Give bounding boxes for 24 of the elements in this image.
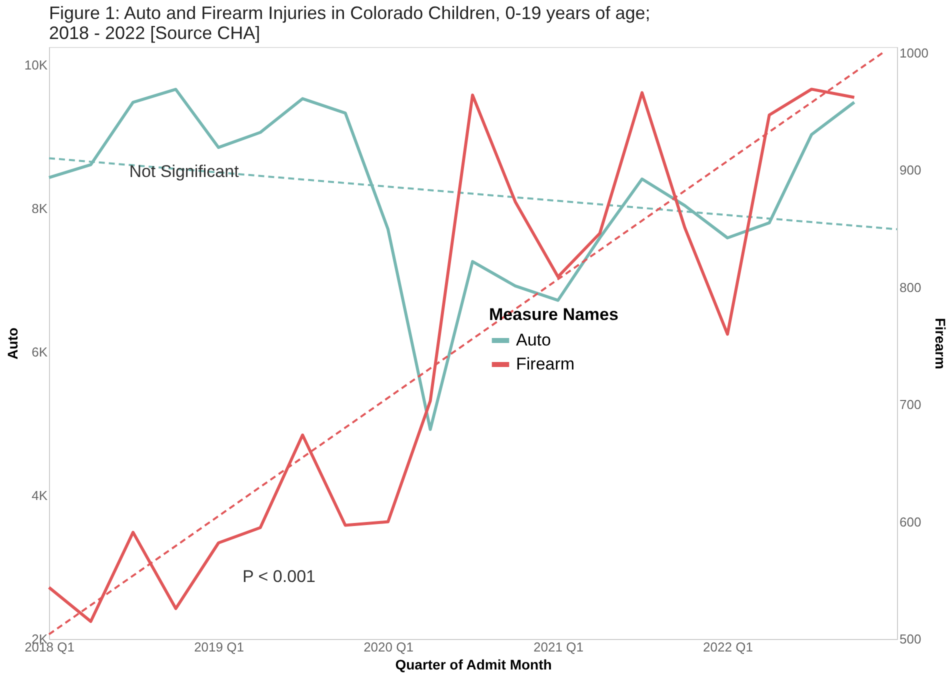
y2-tick-label: 900: [900, 162, 922, 178]
annotation: Not Significant: [129, 162, 240, 181]
annotation: P < 0.001: [242, 567, 316, 586]
y2-tick-label: 700: [900, 397, 922, 412]
x-tick-label: 2022 Q1: [703, 640, 753, 654]
x-tick-label: 2021 Q1: [534, 640, 584, 654]
y2-tick-label: 800: [900, 280, 922, 295]
y2-tick-label: 600: [900, 514, 922, 530]
y-tick-label: 4K: [32, 488, 48, 503]
y2-tick-label: 500: [900, 632, 922, 646]
text: 2018 - 2022 [Source CHA]: [49, 22, 260, 43]
y2-tick-label: 1000: [900, 45, 928, 60]
x-axis-title: Quarter of Admit Month: [395, 656, 552, 672]
y-tick-label: 10K: [24, 57, 48, 72]
y-axis-title: Auto: [4, 328, 20, 360]
y-tick-label: 8K: [32, 200, 48, 216]
legend-label: Firearm: [516, 354, 575, 374]
text: Figure 1: Auto and Firearm Injuries in Colorado Children, 0-19 years of age;: [49, 2, 650, 23]
x-tick-label: 2020 Q1: [364, 640, 414, 654]
y2-axis-title: Firearm: [932, 318, 948, 370]
legend-title: Measure Names: [489, 305, 618, 324]
legend-label: Auto: [516, 330, 551, 350]
y-tick-label: 6K: [32, 344, 48, 360]
x-tick-label: 2019 Q1: [194, 640, 244, 654]
